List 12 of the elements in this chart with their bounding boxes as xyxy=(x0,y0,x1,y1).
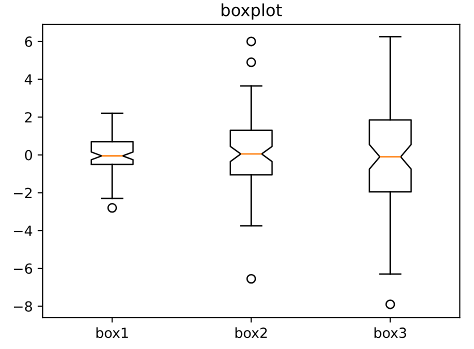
y-tick-label: 4 xyxy=(24,74,32,85)
y-tick-label: −6 xyxy=(14,263,32,274)
y-tick-label: 2 xyxy=(25,112,32,122)
y-tick-label: −8 xyxy=(14,301,32,312)
x-tick-label: box1 xyxy=(96,327,128,338)
x-tick-label: box3 xyxy=(374,327,406,338)
y-tick-label: 0 xyxy=(25,150,32,160)
chart-title: boxplot xyxy=(222,3,282,20)
y-tick-label: −4 xyxy=(14,226,32,236)
x-tick-label: box2 xyxy=(236,327,267,338)
y-tick-label: 6 xyxy=(25,36,32,47)
y-tick-label: −2 xyxy=(14,188,32,198)
